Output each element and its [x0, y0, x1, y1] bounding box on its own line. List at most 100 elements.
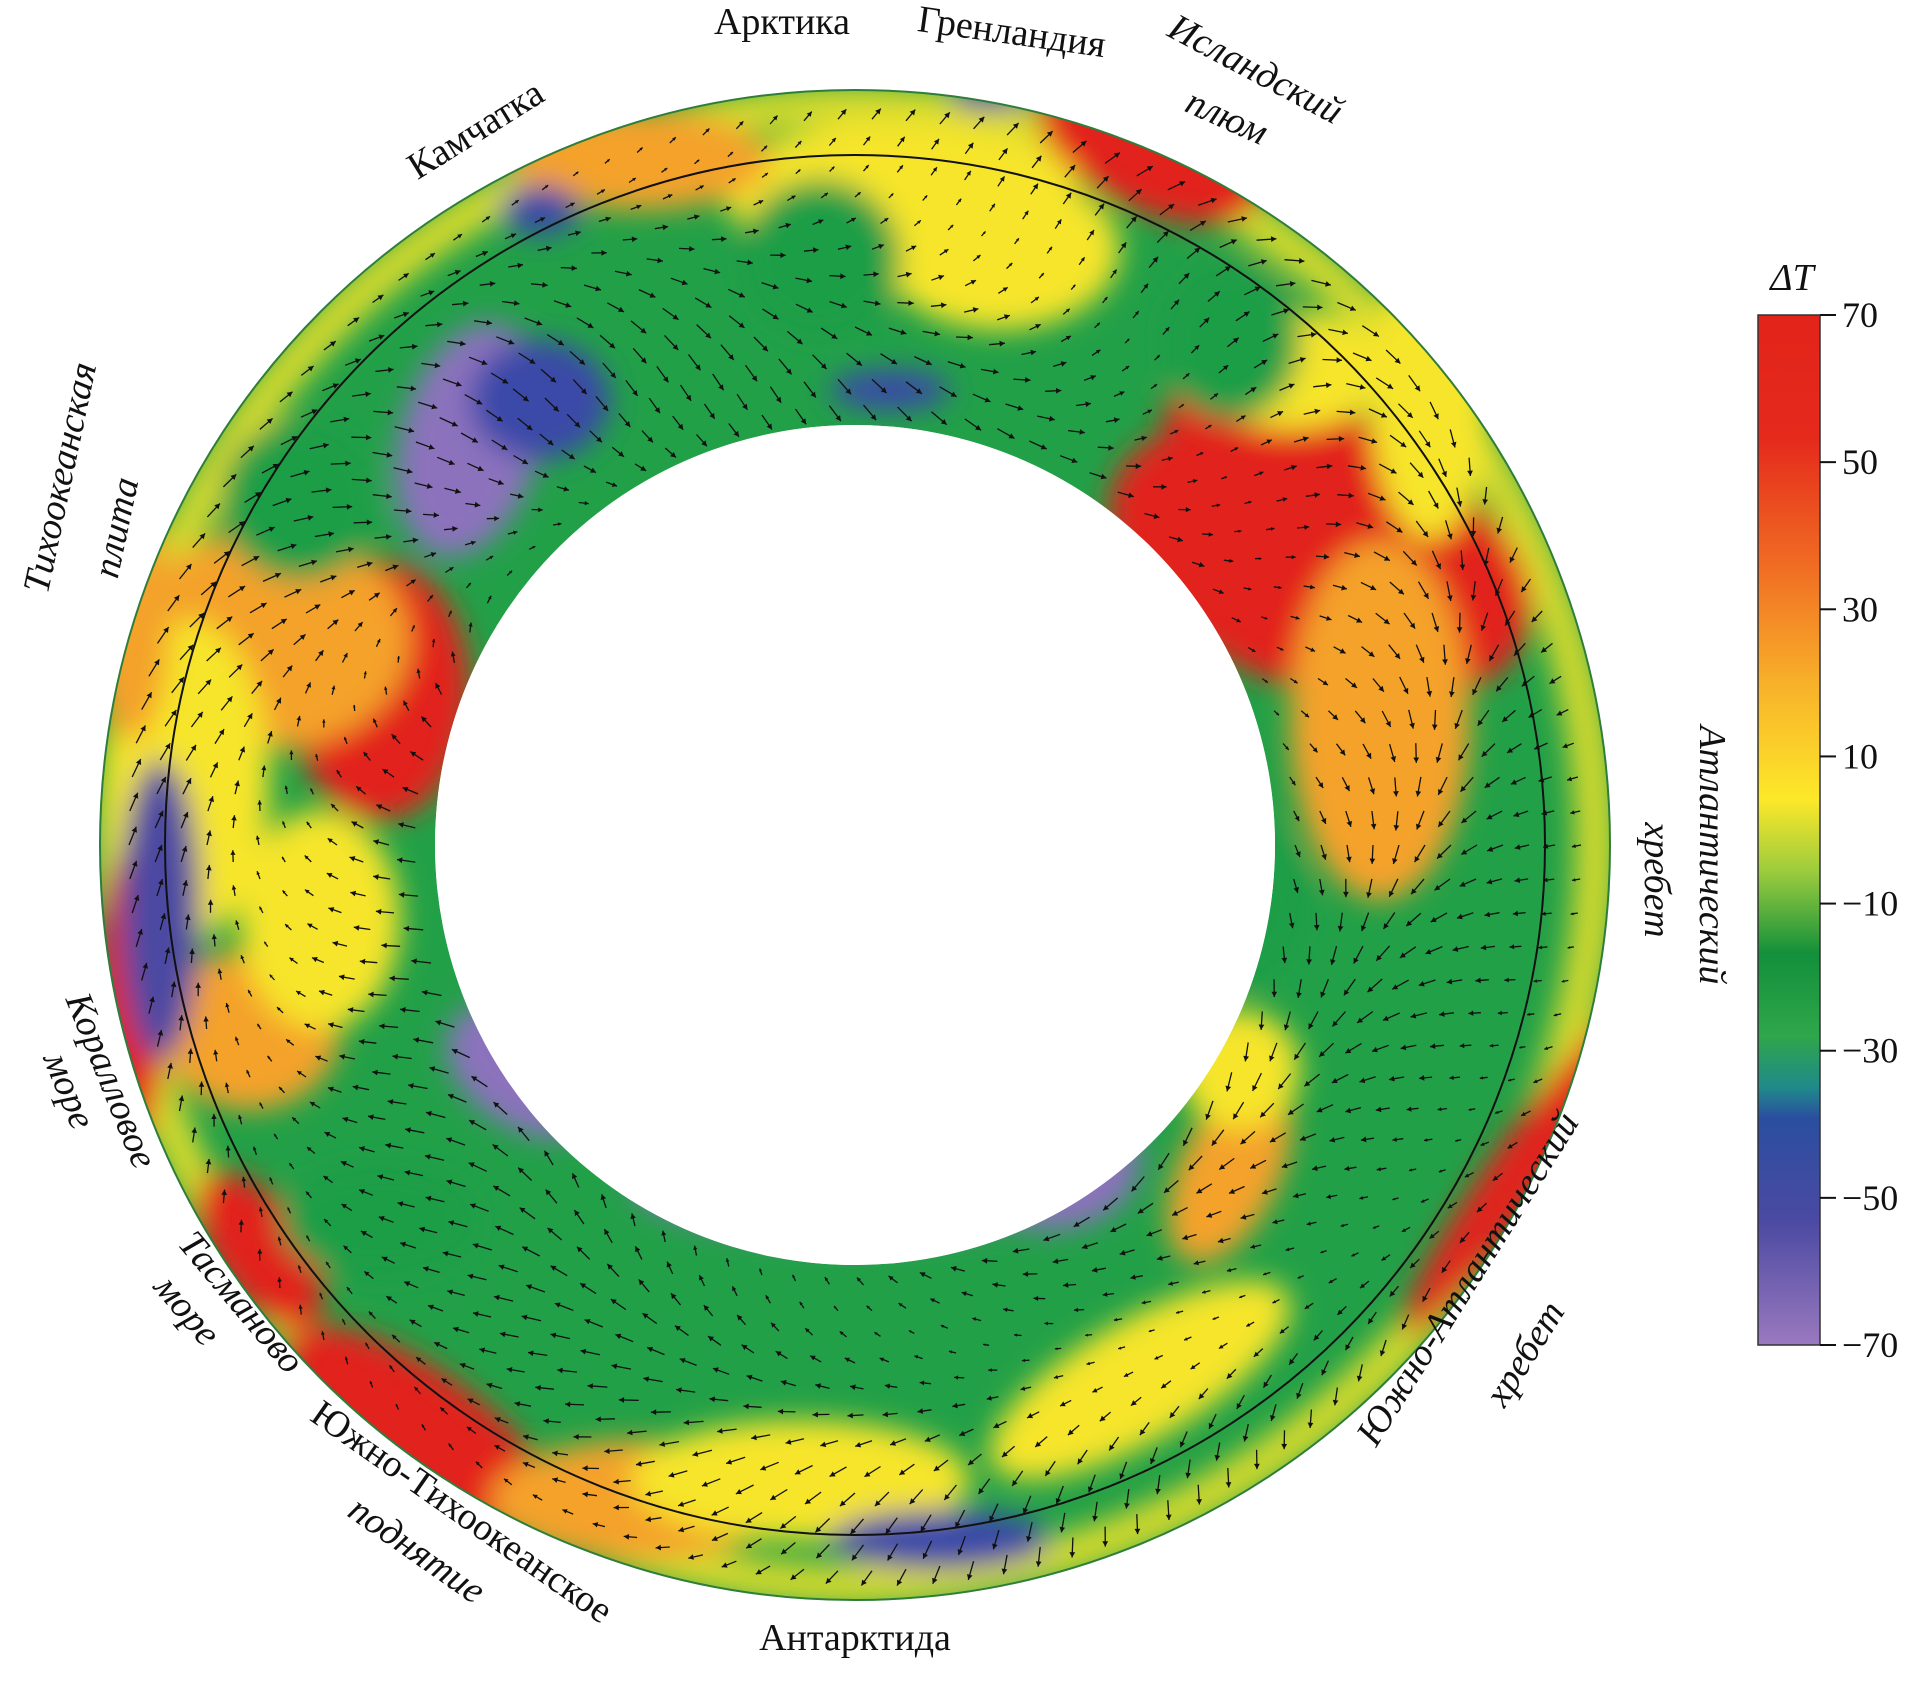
velocity-vector-head: [708, 1336, 714, 1342]
label-greenland: Гренландия: [915, 0, 1108, 66]
velocity-vector-head: [1330, 959, 1336, 965]
temperature-anomaly-ring: [90, 75, 1638, 1605]
velocity-vector-head: [476, 399, 483, 405]
velocity-vector-head: [874, 1500, 881, 1507]
velocity-vector-head: [600, 1194, 607, 1201]
velocity-vector-head: [1495, 1110, 1499, 1114]
velocity-vector-head: [728, 354, 734, 360]
velocity-vector-head: [1277, 411, 1284, 417]
velocity-vector-head: [1570, 912, 1574, 916]
velocity-vector-head: [235, 920, 240, 925]
velocity-vector-head: [1202, 1290, 1206, 1294]
velocity-vector-head: [1049, 415, 1055, 422]
velocity-vector-head: [1383, 923, 1389, 929]
velocity-vector-head: [1293, 1192, 1299, 1199]
velocity-vector-head: [315, 754, 319, 758]
velocity-vector-head: [208, 796, 214, 803]
velocity-vector-head: [328, 1022, 334, 1028]
velocity-vector-head: [210, 581, 217, 588]
velocity-vector-head: [887, 1554, 893, 1561]
velocity-vector-head: [661, 1230, 667, 1236]
velocity-vector-head: [632, 178, 636, 182]
velocity-vector-head: [635, 1246, 641, 1253]
velocity-vector-head: [1441, 1266, 1448, 1273]
velocity-vector-head: [411, 958, 417, 965]
velocity-vector-head: [389, 975, 395, 982]
ring-boundaries: [99, 89, 1611, 1601]
velocity-vector-head: [489, 281, 496, 287]
velocity-vector-head: [1077, 1458, 1083, 1465]
velocity-vector-head: [709, 1396, 715, 1403]
velocity-vector-head: [576, 1246, 583, 1253]
velocity-vector-head: [596, 436, 602, 443]
velocity-vector-head: [226, 696, 233, 703]
velocity-vector-head: [1034, 296, 1039, 301]
velocity-vector-head: [428, 444, 435, 450]
velocity-vector-head: [1413, 757, 1420, 763]
velocity-vector-head: [326, 873, 333, 878]
velocity-vector-head: [1343, 891, 1349, 898]
velocity-vector-head: [950, 391, 957, 397]
velocity-vector-head: [1442, 659, 1448, 665]
velocity-vector-head: [944, 1494, 950, 1500]
velocity-vector-head: [359, 1146, 365, 1152]
velocity-vector-head: [1337, 925, 1344, 932]
velocity-vector-head: [1477, 719, 1484, 726]
velocity-vector-head: [1527, 1012, 1531, 1016]
velocity-vector-head: [606, 159, 610, 162]
velocity-vector-head: [574, 1210, 580, 1216]
velocity-vector-head: [1226, 1268, 1232, 1273]
colorbar-tick-label: −70: [1842, 1325, 1898, 1365]
velocity-vector-head: [158, 810, 164, 817]
velocity-vector-head: [1389, 1075, 1395, 1082]
velocity-vector-head: [306, 821, 310, 826]
velocity-vector-head: [1341, 584, 1347, 591]
velocity-vector-head: [1483, 560, 1489, 566]
velocity-vector-head: [1390, 756, 1396, 762]
velocity-vector-head: [1141, 1300, 1146, 1305]
velocity-vector-head: [631, 236, 638, 243]
velocity-vector-head: [1173, 299, 1180, 306]
velocity-vector-head: [699, 185, 704, 190]
transition-zone-circle: [164, 154, 1546, 1536]
velocity-vector-head: [532, 546, 536, 549]
velocity-vector-head: [276, 697, 281, 704]
velocity-vector-head: [1085, 1333, 1089, 1337]
velocity-vector-head: [1438, 789, 1444, 795]
velocity-vector-head: [1430, 916, 1437, 922]
velocity-vector-head: [1479, 1076, 1484, 1080]
velocity-vector-head: [137, 929, 143, 935]
velocity-vector-head: [522, 1461, 529, 1468]
velocity-vector-head: [428, 290, 435, 296]
velocity-vector-head: [1392, 1137, 1397, 1142]
velocity-vector-head: [573, 1434, 579, 1440]
velocity-vector-head: [1296, 1392, 1302, 1399]
velocity-vector-head: [256, 871, 260, 875]
velocity-vector-head: [376, 804, 383, 810]
velocity-vector-head: [984, 397, 991, 403]
velocity-vector-head: [408, 427, 415, 433]
velocity-vector-head: [575, 230, 581, 236]
velocity-vector-head: [277, 1277, 282, 1282]
velocity-vector-head: [1484, 782, 1491, 788]
velocity-vector-head: [351, 821, 358, 827]
velocity-vector-head: [1092, 1388, 1098, 1393]
velocity-vector-head: [1419, 656, 1425, 663]
velocity-vector-head: [1272, 1300, 1276, 1304]
velocity-vector-head: [900, 329, 907, 335]
velocity-vector-head: [649, 292, 656, 298]
velocity-vector-head: [1254, 1463, 1260, 1470]
velocity-vector-head: [618, 451, 624, 457]
velocity-vector-head: [406, 468, 413, 474]
velocity-vector-head: [381, 1256, 388, 1262]
velocity-vector-head: [397, 656, 400, 659]
velocity-vector-head: [285, 497, 292, 504]
velocity-vector-head: [495, 1225, 502, 1231]
velocity-vector-head: [1456, 913, 1463, 920]
velocity-vector-head: [780, 1523, 787, 1529]
velocity-vector-head: [640, 327, 647, 334]
velocity-vector-head: [797, 169, 801, 173]
velocity-vector-head: [332, 619, 339, 626]
velocity-vector-head: [225, 1145, 231, 1151]
velocity-vector-head: [318, 650, 324, 657]
